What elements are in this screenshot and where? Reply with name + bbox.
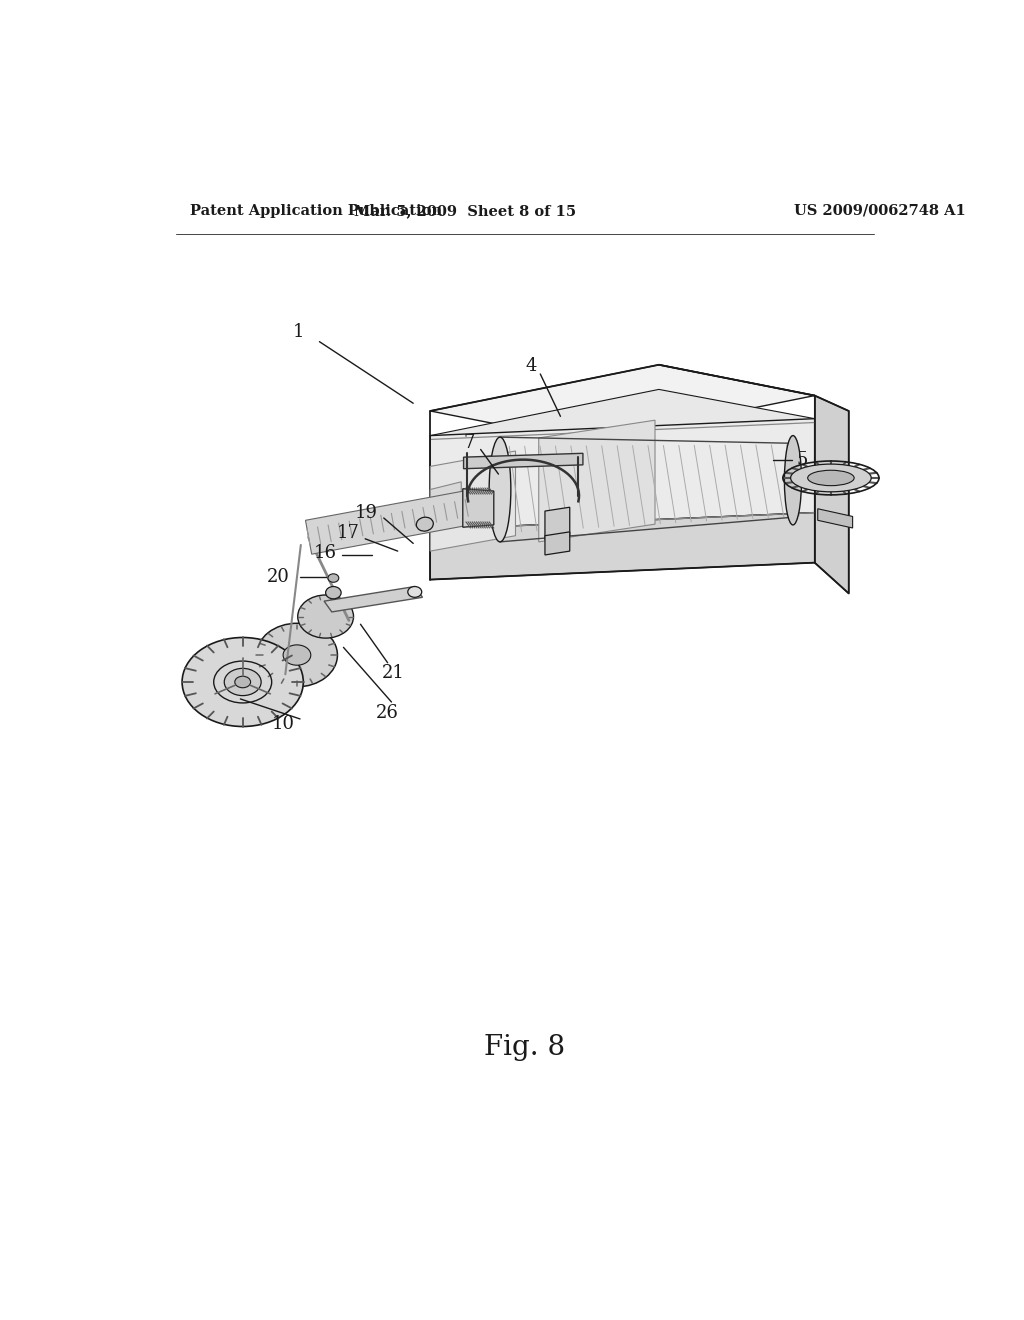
Text: Patent Application Publication: Patent Application Publication — [190, 203, 442, 218]
Ellipse shape — [234, 676, 251, 688]
Ellipse shape — [808, 470, 854, 486]
Polygon shape — [539, 420, 655, 543]
Text: Mar. 5, 2009  Sheet 8 of 15: Mar. 5, 2009 Sheet 8 of 15 — [354, 203, 577, 218]
Text: US 2009/0062748 A1: US 2009/0062748 A1 — [795, 203, 967, 218]
Text: 26: 26 — [376, 704, 399, 722]
Polygon shape — [545, 507, 569, 540]
Text: 21: 21 — [382, 664, 404, 681]
Polygon shape — [464, 453, 583, 469]
Ellipse shape — [182, 638, 303, 726]
Ellipse shape — [408, 586, 422, 598]
Text: 10: 10 — [271, 715, 295, 734]
Polygon shape — [815, 396, 849, 594]
Text: 1: 1 — [293, 322, 304, 341]
Text: 20: 20 — [267, 568, 290, 586]
Polygon shape — [430, 389, 815, 465]
Ellipse shape — [489, 437, 511, 541]
Ellipse shape — [328, 574, 339, 582]
Ellipse shape — [791, 465, 871, 492]
Ellipse shape — [256, 623, 338, 686]
Polygon shape — [430, 418, 815, 529]
Text: 4: 4 — [525, 358, 537, 375]
Polygon shape — [430, 364, 815, 442]
Ellipse shape — [417, 517, 433, 531]
Text: 7: 7 — [463, 434, 475, 453]
Polygon shape — [430, 451, 515, 552]
Ellipse shape — [283, 645, 311, 665]
Text: 16: 16 — [313, 544, 336, 562]
Polygon shape — [463, 488, 494, 527]
Polygon shape — [545, 532, 569, 554]
Ellipse shape — [224, 668, 261, 696]
Text: Fig. 8: Fig. 8 — [484, 1035, 565, 1061]
Polygon shape — [430, 512, 815, 579]
Polygon shape — [305, 491, 470, 554]
Text: 19: 19 — [355, 504, 378, 521]
Polygon shape — [430, 482, 461, 524]
Ellipse shape — [326, 586, 341, 599]
Polygon shape — [818, 508, 853, 528]
Ellipse shape — [784, 436, 802, 525]
Text: 17: 17 — [337, 524, 359, 543]
Text: 5: 5 — [797, 451, 808, 469]
Ellipse shape — [298, 595, 353, 638]
Polygon shape — [324, 586, 423, 612]
